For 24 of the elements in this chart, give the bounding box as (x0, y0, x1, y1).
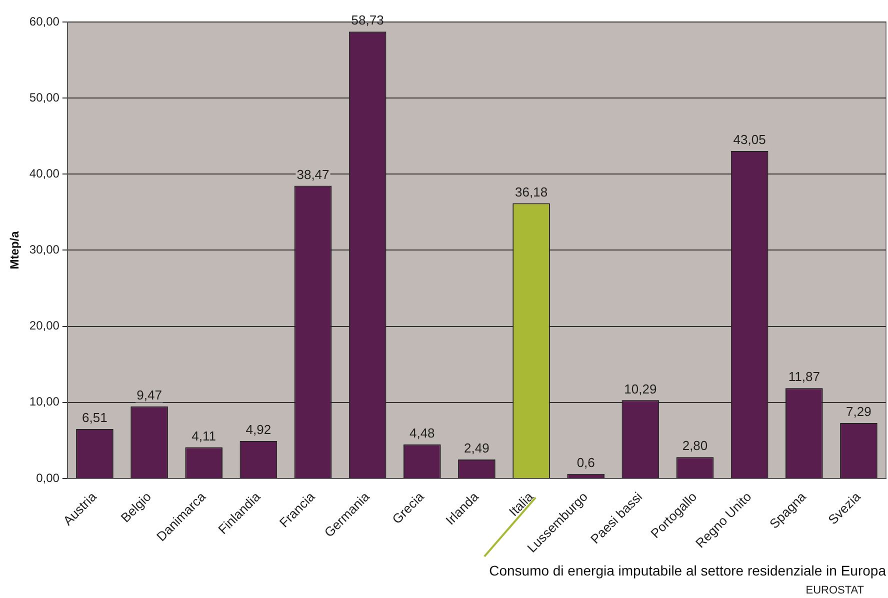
data-label: 38,47 (296, 166, 330, 182)
data-label: 9,47 (136, 388, 162, 403)
data-label: 11,87 (788, 369, 820, 384)
y-tick-label: 30,00 (29, 242, 60, 257)
data-label: 2,49 (464, 440, 490, 456)
text: EUROSTAT (806, 584, 864, 597)
data-label: 2,80 (682, 438, 708, 454)
data-label: 6,51 (82, 410, 108, 426)
data-label: 43,05 (733, 132, 766, 148)
data-label: 36,18 (515, 184, 548, 200)
y-tick-label: 50,00 (29, 90, 60, 104)
data-label: 4,11 (192, 428, 216, 444)
y-tick-label: 0,00 (36, 470, 60, 485)
y-tick-label: 60,00 (29, 14, 60, 28)
data-label: 4,92 (246, 422, 272, 438)
y-tick-label: 20,00 (29, 318, 60, 333)
y-tick-label: 40,00 (29, 166, 60, 180)
data-label: 10,29 (624, 381, 657, 396)
data-label: 7,29 (846, 404, 872, 420)
y-tick-label: 10,00 (29, 394, 60, 409)
x-axis-title: Consumo di energia imputabile al settore residenziale in Europa (489, 562, 886, 578)
data-label: 0,6 (576, 454, 595, 470)
data-label: 4,48 (409, 425, 435, 440)
y-axis-title: Mtep/a (8, 230, 22, 270)
